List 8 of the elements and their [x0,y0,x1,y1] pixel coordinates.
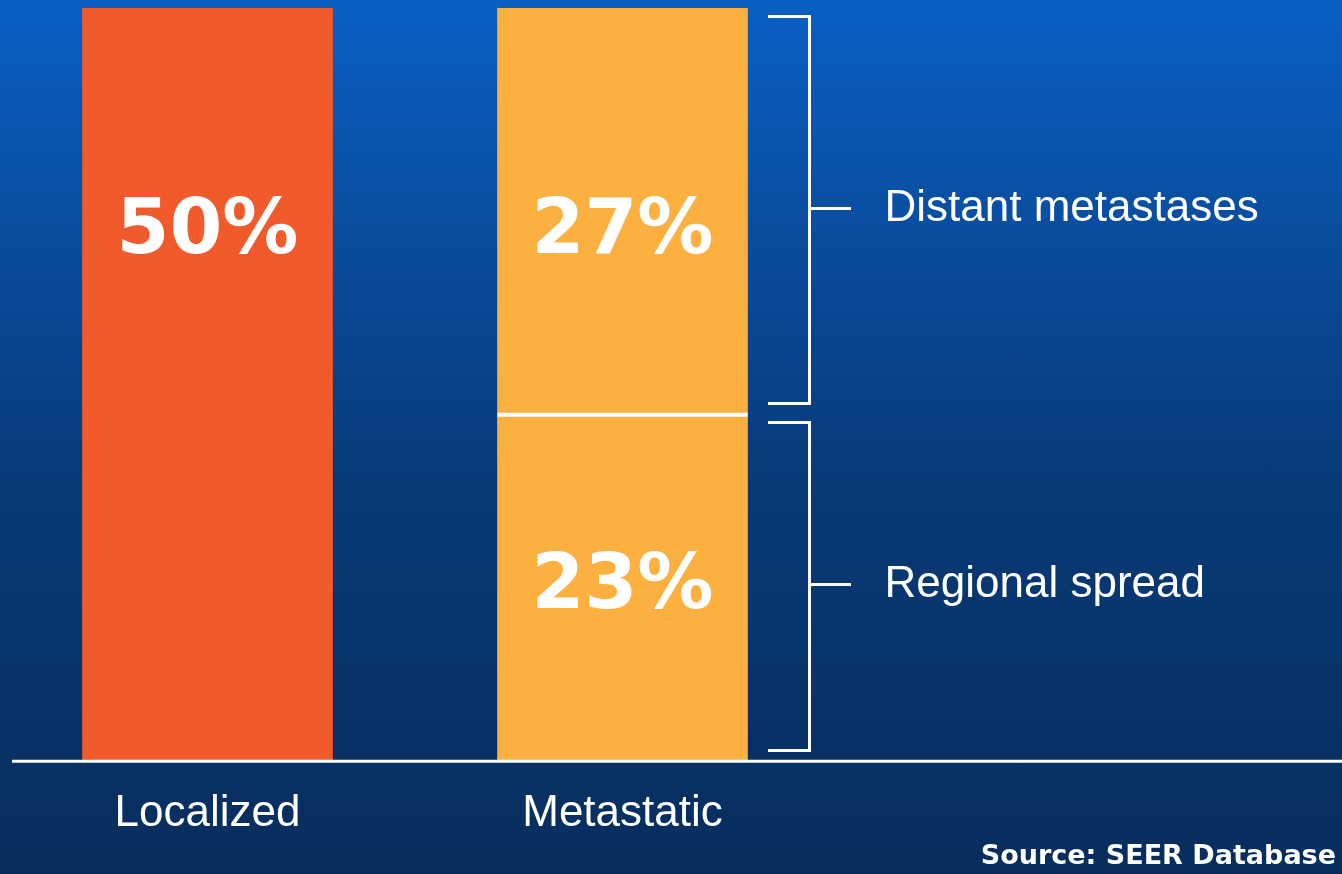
source-note: Source: SEER Database [980,839,1336,870]
data-label: 27% [531,181,714,271]
text: Distant metastases [884,180,1259,230]
data-label: 50% [116,181,299,271]
x-tick-label: Localized [114,785,301,835]
x-tick-label: Metastatic [522,785,723,835]
data-label: 23% [531,536,714,626]
text: Regional spread [884,557,1205,607]
